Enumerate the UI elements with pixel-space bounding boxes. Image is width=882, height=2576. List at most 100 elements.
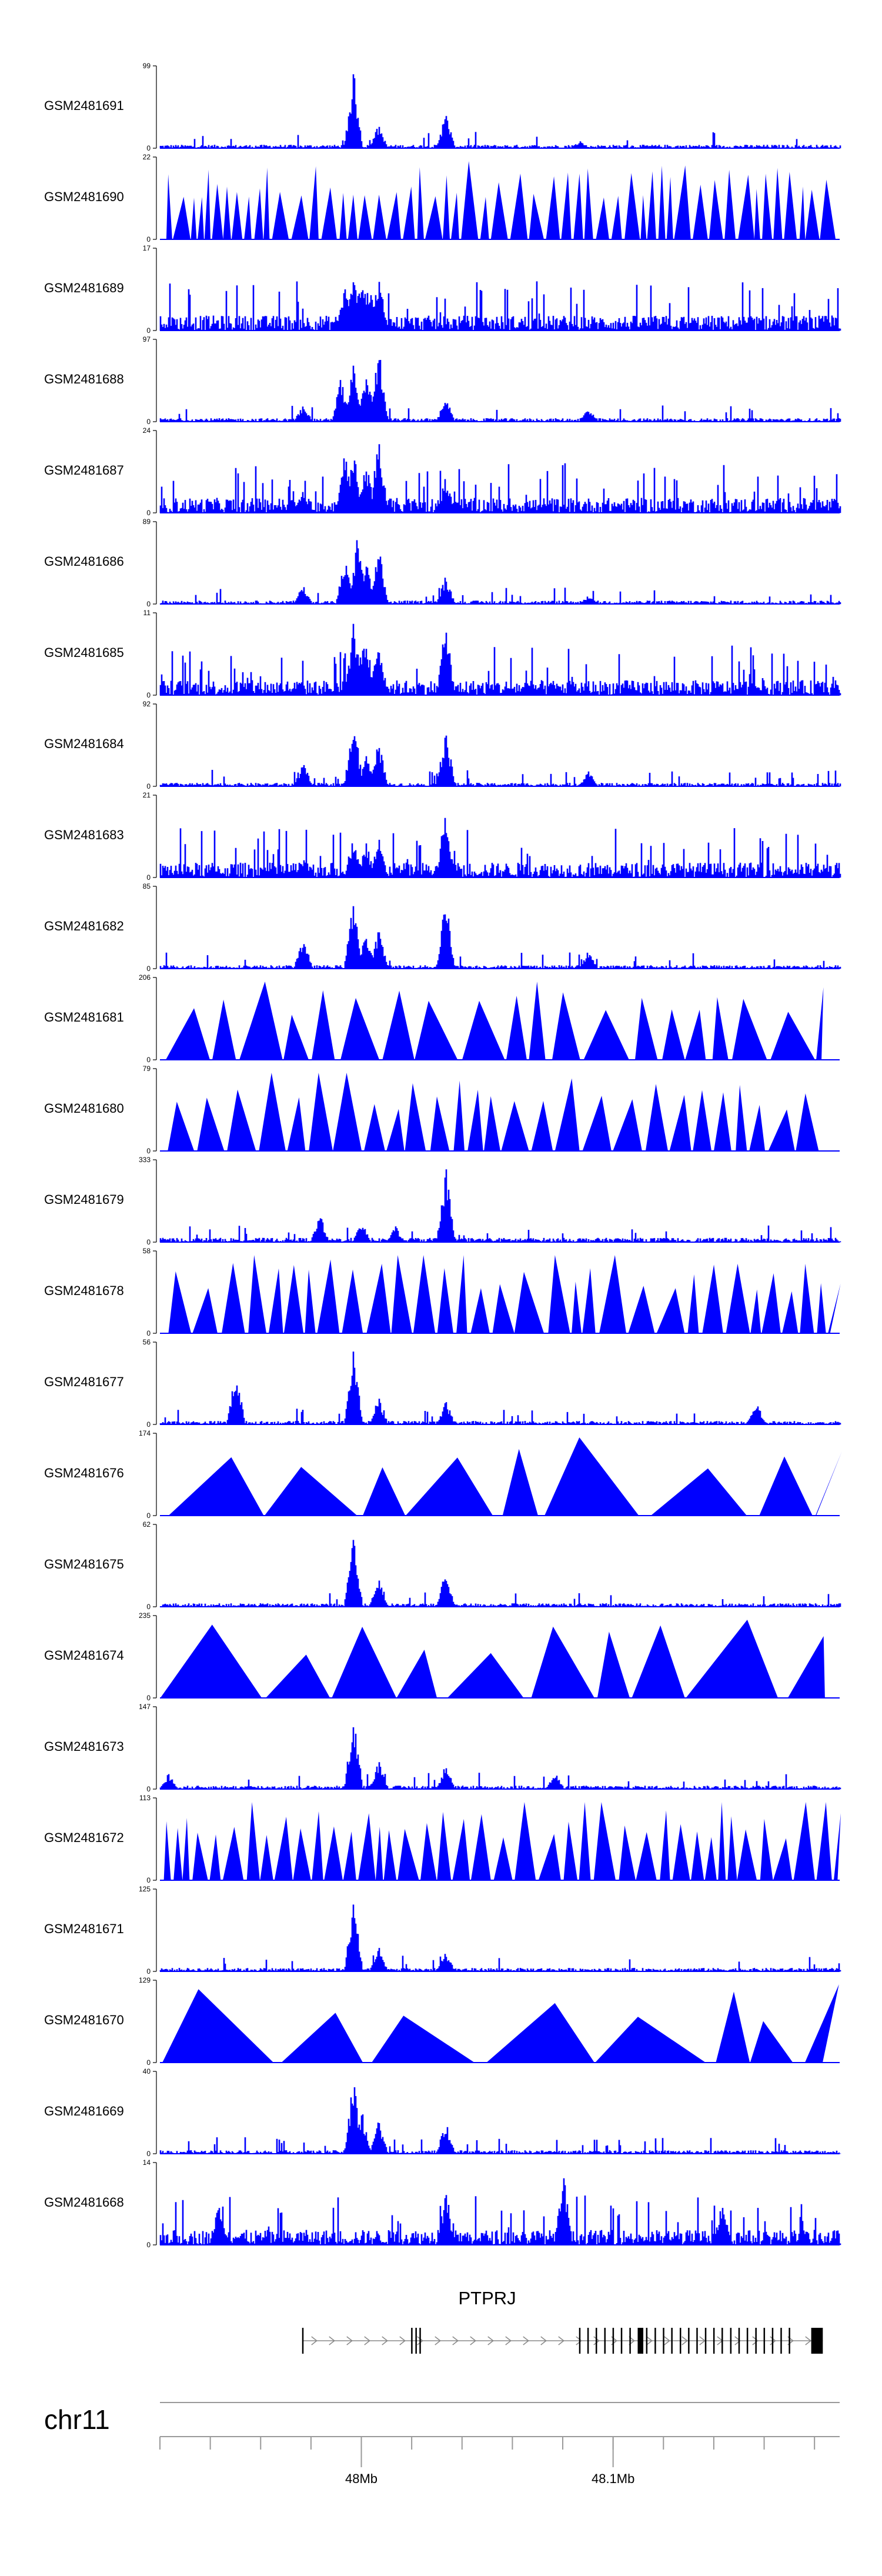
exon	[771, 2328, 774, 2354]
track-ymin-label: 0	[146, 1420, 151, 1429]
signal-area	[159, 2087, 841, 2154]
signal-area	[159, 444, 841, 513]
signal-area	[159, 1540, 841, 1607]
track-label: GSM2481684	[44, 736, 124, 751]
strand-arrow	[311, 2336, 318, 2345]
track-label: GSM2481673	[44, 1739, 124, 1754]
track-label: GSM2481691	[44, 98, 124, 113]
exon	[704, 2328, 707, 2354]
track-label: GSM2481671	[44, 1921, 124, 1936]
track-label: GSM2481672	[44, 1830, 124, 1845]
track-label: GSM2481678	[44, 1283, 124, 1298]
track-ymin-label: 0	[146, 1603, 151, 1611]
exon	[780, 2328, 782, 2354]
track-label: GSM2481682	[44, 919, 124, 933]
strand-arrow	[346, 2336, 353, 2345]
track-ymax-label: 22	[143, 153, 151, 161]
strand-arrow	[752, 2336, 759, 2345]
track-label: GSM2481677	[44, 1374, 124, 1389]
signal-area	[159, 906, 841, 969]
exon	[679, 2328, 681, 2354]
track-GSM2481689: GSM2481689 17 0	[44, 244, 841, 335]
exon-block	[638, 2328, 644, 2354]
track-GSM2481683: GSM2481683 21 0	[44, 791, 841, 882]
track-label: GSM2481683	[44, 827, 124, 842]
x-tick-label: 48.1Mb	[592, 2471, 634, 2486]
track-label: GSM2481668	[44, 2195, 124, 2210]
track-ymax-label: 40	[143, 2067, 151, 2076]
track-ymax-label: 58	[143, 1247, 151, 1255]
track-GSM2481687: GSM2481687 24 0	[44, 426, 841, 517]
track-label: GSM2481689	[44, 281, 124, 295]
track-label: GSM2481670	[44, 2013, 124, 2027]
exon	[671, 2328, 673, 2354]
track-GSM2481691: GSM2481691 99 0	[44, 62, 841, 152]
track-ymin-label: 0	[146, 418, 151, 426]
track-GSM2481681: GSM2481681 206 0	[44, 973, 840, 1064]
track-ymin-label: 0	[146, 1238, 151, 1246]
exon	[302, 2328, 304, 2354]
exon	[746, 2328, 749, 2354]
exon	[738, 2328, 740, 2354]
track-ymax-label: 99	[143, 62, 151, 70]
track-ymax-label: 333	[139, 1156, 151, 1164]
strand-arrow	[664, 2336, 670, 2345]
signal-area	[159, 1169, 841, 1243]
track-ymax-label: 174	[139, 1429, 151, 1437]
track-ymax-label: 125	[139, 1885, 151, 1893]
track-label: GSM2481687	[44, 463, 124, 478]
exon	[696, 2328, 698, 2354]
strand-arrow	[523, 2336, 529, 2345]
signal-area	[159, 1352, 841, 1425]
signal-area	[160, 1437, 842, 1516]
track-ymin-label: 0	[146, 2058, 151, 2067]
track-ymin-label: 0	[146, 1147, 151, 1155]
exon	[629, 2328, 631, 2354]
strand-arrow	[805, 2336, 811, 2345]
strand-arrow	[399, 2336, 406, 2345]
track-label: GSM2481680	[44, 1101, 124, 1116]
gene-annotation-track: PTPRJ	[302, 2288, 823, 2354]
exon-block	[811, 2328, 823, 2354]
signal-area	[160, 161, 840, 239]
exon	[654, 2328, 656, 2354]
strand-arrow	[364, 2336, 370, 2345]
track-GSM2481690: GSM2481690 22 0	[44, 153, 840, 243]
signal-tracks: GSM2481691990GSM2481690220GSM2481689170G…	[44, 62, 842, 2249]
track-GSM2481674: GSM2481674 235 0	[44, 1611, 840, 1702]
track-label: GSM2481686	[44, 554, 124, 569]
chromosome-label: chr11	[44, 2404, 110, 2435]
track-ymin-label: 0	[146, 782, 151, 790]
signal-area	[159, 281, 841, 331]
strand-arrow	[487, 2336, 494, 2345]
strand-arrow	[558, 2336, 564, 2345]
track-ymin-label: 0	[146, 144, 151, 152]
signal-area	[160, 1620, 840, 1698]
strand-arrow	[382, 2336, 388, 2345]
track-GSM2481680: GSM2481680 79 0	[44, 1065, 840, 1155]
signal-area	[159, 74, 841, 149]
signal-area	[159, 360, 841, 422]
track-ymin-label: 0	[146, 965, 151, 973]
track-GSM2481675: GSM2481675 62 0	[44, 1520, 841, 1611]
track-label: GSM2481675	[44, 1557, 124, 1571]
track-label: GSM2481669	[44, 2104, 124, 2118]
track-ymax-label: 147	[139, 1703, 151, 1711]
track-GSM2481672: GSM2481672 113 0	[44, 1794, 841, 1884]
track-GSM2481682: GSM2481682 85 0	[44, 882, 841, 973]
exon	[688, 2328, 690, 2354]
exon	[730, 2328, 732, 2354]
track-ymin-label: 0	[146, 235, 151, 243]
track-label: GSM2481674	[44, 1648, 124, 1663]
track-ymin-label: 0	[146, 873, 151, 882]
track-ymax-label: 24	[143, 426, 151, 435]
track-ymin-label: 0	[146, 2241, 151, 2249]
track-GSM2481676: GSM2481676 174 0	[44, 1429, 842, 1520]
strand-arrow	[734, 2336, 741, 2345]
signal-area	[159, 1727, 841, 1790]
exon	[612, 2328, 614, 2354]
signal-area	[159, 1904, 841, 1972]
exon	[755, 2328, 757, 2354]
track-GSM2481684: GSM2481684 92 0	[44, 700, 841, 790]
